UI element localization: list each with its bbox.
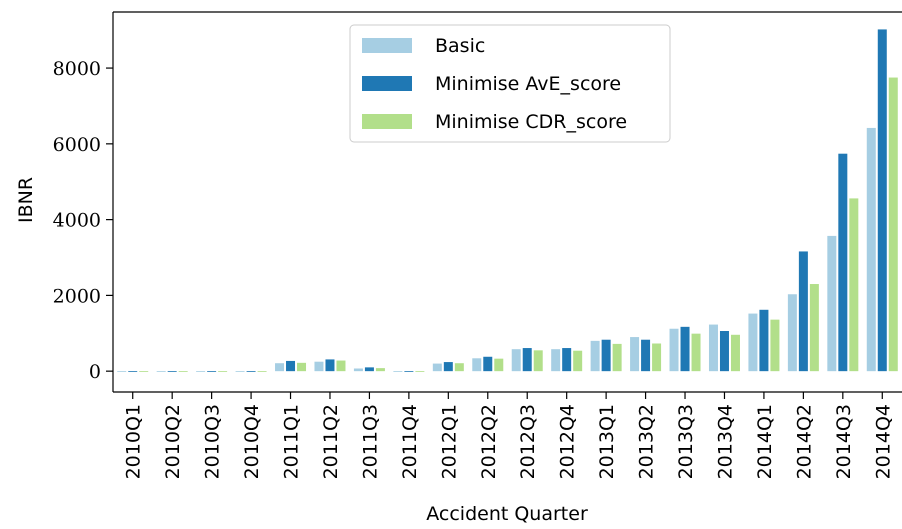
bar — [257, 371, 267, 372]
bar — [630, 337, 640, 372]
bar — [669, 328, 679, 372]
bar — [652, 343, 662, 372]
bar — [809, 284, 819, 372]
bar — [167, 371, 177, 372]
y-tick-label: 0 — [89, 361, 101, 383]
bar — [533, 350, 543, 372]
legend-swatch — [362, 76, 412, 91]
bar — [325, 359, 335, 372]
bar — [443, 362, 453, 372]
bar — [139, 371, 149, 372]
bar — [393, 371, 403, 372]
bar — [128, 371, 138, 372]
bar — [375, 368, 385, 372]
bar — [838, 153, 848, 372]
x-tick-label: 2012Q2 — [478, 404, 500, 479]
bar — [156, 371, 166, 372]
bar — [432, 363, 442, 372]
x-tick-label: 2012Q4 — [557, 404, 579, 479]
legend-box — [349, 24, 671, 143]
bar — [748, 313, 758, 372]
x-tick-label: 2013Q4 — [714, 404, 736, 479]
bar — [196, 371, 206, 372]
y-tick-label: 4000 — [53, 210, 101, 232]
x-tick-label: 2011Q2 — [320, 404, 342, 479]
bar — [798, 251, 808, 372]
x-tick-label: 2014Q1 — [754, 404, 776, 479]
bar — [849, 198, 859, 372]
bar — [336, 360, 346, 372]
bar — [353, 368, 363, 372]
y-axis-title: IBNR — [15, 177, 37, 223]
x-tick-label: 2010Q4 — [241, 404, 263, 479]
x-tick-label: 2014Q4 — [872, 404, 894, 479]
bar — [708, 324, 718, 372]
x-tick-label: 2010Q3 — [202, 404, 224, 479]
legend-swatch — [362, 38, 412, 53]
bar — [511, 349, 521, 372]
bar — [314, 361, 324, 372]
bar — [178, 371, 188, 372]
bar — [404, 371, 414, 372]
bar — [297, 362, 307, 372]
bar — [562, 348, 572, 372]
bar — [719, 331, 729, 372]
bar — [218, 371, 228, 372]
bar — [590, 340, 600, 372]
bar — [522, 348, 532, 372]
bar — [573, 350, 583, 372]
x-tick-label: 2013Q1 — [596, 404, 618, 479]
bar — [275, 363, 285, 372]
legend-label: Minimise AvE_score — [435, 73, 621, 95]
bar — [730, 334, 740, 372]
bar — [691, 333, 701, 372]
bar — [454, 363, 464, 372]
bar — [286, 360, 296, 372]
bar — [601, 339, 611, 372]
bar — [759, 309, 769, 372]
bar — [415, 371, 425, 372]
x-tick-label: 2013Q3 — [675, 404, 697, 479]
x-tick-label: 2010Q2 — [162, 404, 184, 479]
legend-label: Minimise CDR_score — [435, 111, 627, 133]
x-axis-title: Accident Quarter — [426, 503, 588, 525]
x-tick-label: 2012Q3 — [517, 404, 539, 479]
bar — [364, 367, 374, 372]
x-tick-label: 2014Q2 — [793, 404, 815, 479]
bar — [787, 294, 797, 372]
y-tick-label: 6000 — [53, 134, 101, 156]
x-tick-label: 2013Q2 — [636, 404, 658, 479]
bar — [494, 358, 504, 372]
bar — [472, 358, 482, 372]
y-tick-label: 2000 — [53, 285, 101, 307]
bar — [246, 371, 256, 372]
x-tick-label: 2011Q4 — [399, 404, 421, 479]
bar — [117, 371, 127, 372]
bar — [680, 326, 690, 372]
bar — [207, 371, 217, 372]
bar — [827, 235, 837, 372]
bar — [641, 339, 651, 372]
bar — [877, 29, 887, 372]
bar — [866, 127, 876, 372]
bar — [235, 371, 245, 372]
bar — [888, 77, 898, 372]
x-tick-label: 2011Q1 — [281, 404, 303, 479]
bar — [770, 319, 780, 372]
legend-swatch — [362, 114, 412, 129]
legend-label: Basic — [435, 35, 485, 57]
x-tick-label: 2010Q1 — [123, 404, 145, 479]
bar — [551, 349, 561, 372]
x-tick-label: 2014Q3 — [833, 404, 855, 479]
bar — [612, 343, 622, 372]
x-tick-label: 2011Q3 — [359, 404, 381, 479]
y-tick-label: 8000 — [53, 58, 101, 80]
x-tick-label: 2012Q1 — [438, 404, 460, 479]
bar — [483, 356, 493, 372]
